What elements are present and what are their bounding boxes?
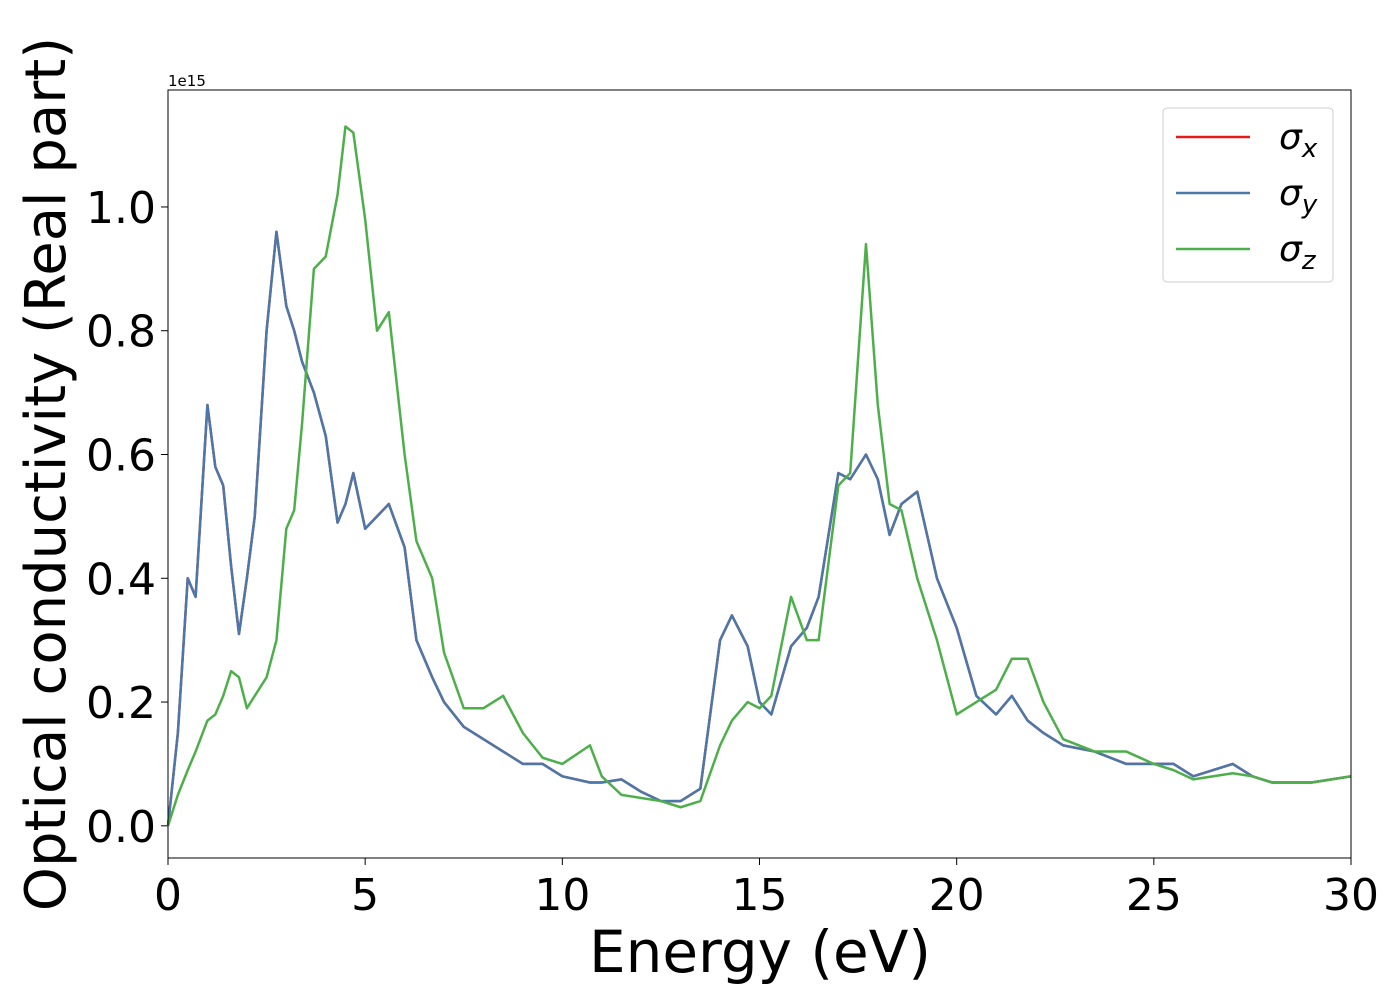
y-tick-label: 0.2	[86, 678, 156, 729]
y-tick-label: 0.6	[86, 431, 156, 482]
y-tick-label: 1.0	[86, 183, 156, 234]
y-axis-label: Optical conductivity (Real part)	[14, 37, 79, 911]
y-tick-label: 0.0	[86, 802, 156, 853]
series-line	[166, 125, 1352, 827]
x-tick-label: 10	[534, 870, 590, 921]
legend-label: σz	[1279, 229, 1317, 276]
x-axis-label: Energy (eV)	[589, 918, 931, 986]
plot-frame	[167, 89, 1352, 859]
x-tick-label: 5	[351, 870, 379, 921]
x-tick-label: 15	[732, 870, 788, 921]
y-tick-label: 0.4	[86, 554, 156, 605]
x-tick-label: 25	[1126, 870, 1182, 921]
legend-label: σy	[1279, 173, 1318, 220]
legend-box	[1162, 107, 1334, 283]
x-tick-label: 30	[1323, 870, 1379, 921]
y-tick-label: 0.8	[86, 307, 156, 358]
series-line	[166, 230, 1352, 826]
series-line	[166, 230, 1352, 826]
x-tick-label: 0	[154, 870, 182, 921]
offset-text: 1e15	[168, 72, 206, 90]
legend-label: σx	[1279, 117, 1318, 164]
x-tick-label: 20	[929, 870, 985, 921]
